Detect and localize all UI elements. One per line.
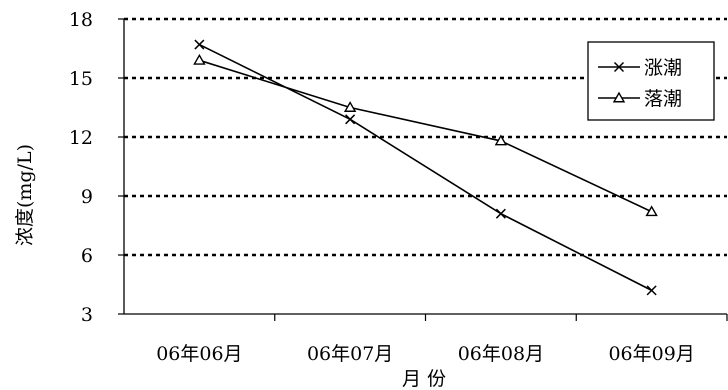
data-point	[647, 286, 656, 295]
y-tick-label: 6	[81, 245, 93, 267]
legend-label-2: 落潮	[644, 88, 682, 110]
x-tick-label: 06年09月	[608, 343, 694, 365]
data-point	[194, 55, 204, 64]
data-point	[647, 207, 657, 216]
y-tick-label: 3	[81, 304, 93, 326]
y-axis-label: 浓度(mg/L)	[14, 144, 36, 246]
y-tick-label: 12	[69, 127, 93, 149]
data-point	[195, 40, 204, 49]
y-tick-label: 15	[69, 68, 93, 90]
x-axis-label: 月 份	[402, 368, 446, 390]
y-tick-label: 18	[69, 9, 93, 31]
data-point	[346, 115, 355, 124]
y-tick-label: 9	[81, 186, 93, 208]
legend-label-1: 涨潮	[644, 57, 682, 79]
x-tick-label: 06年07月	[307, 343, 393, 365]
data-point	[496, 209, 505, 218]
x-axis-ticks: 06年06月 06年07月 06年08月 06年09月	[156, 314, 727, 365]
x-tick-label: 06年08月	[458, 343, 544, 365]
y-axis-ticks: 3 6 9 12 15 18	[69, 9, 124, 326]
x-tick-label: 06年06月	[156, 343, 242, 365]
